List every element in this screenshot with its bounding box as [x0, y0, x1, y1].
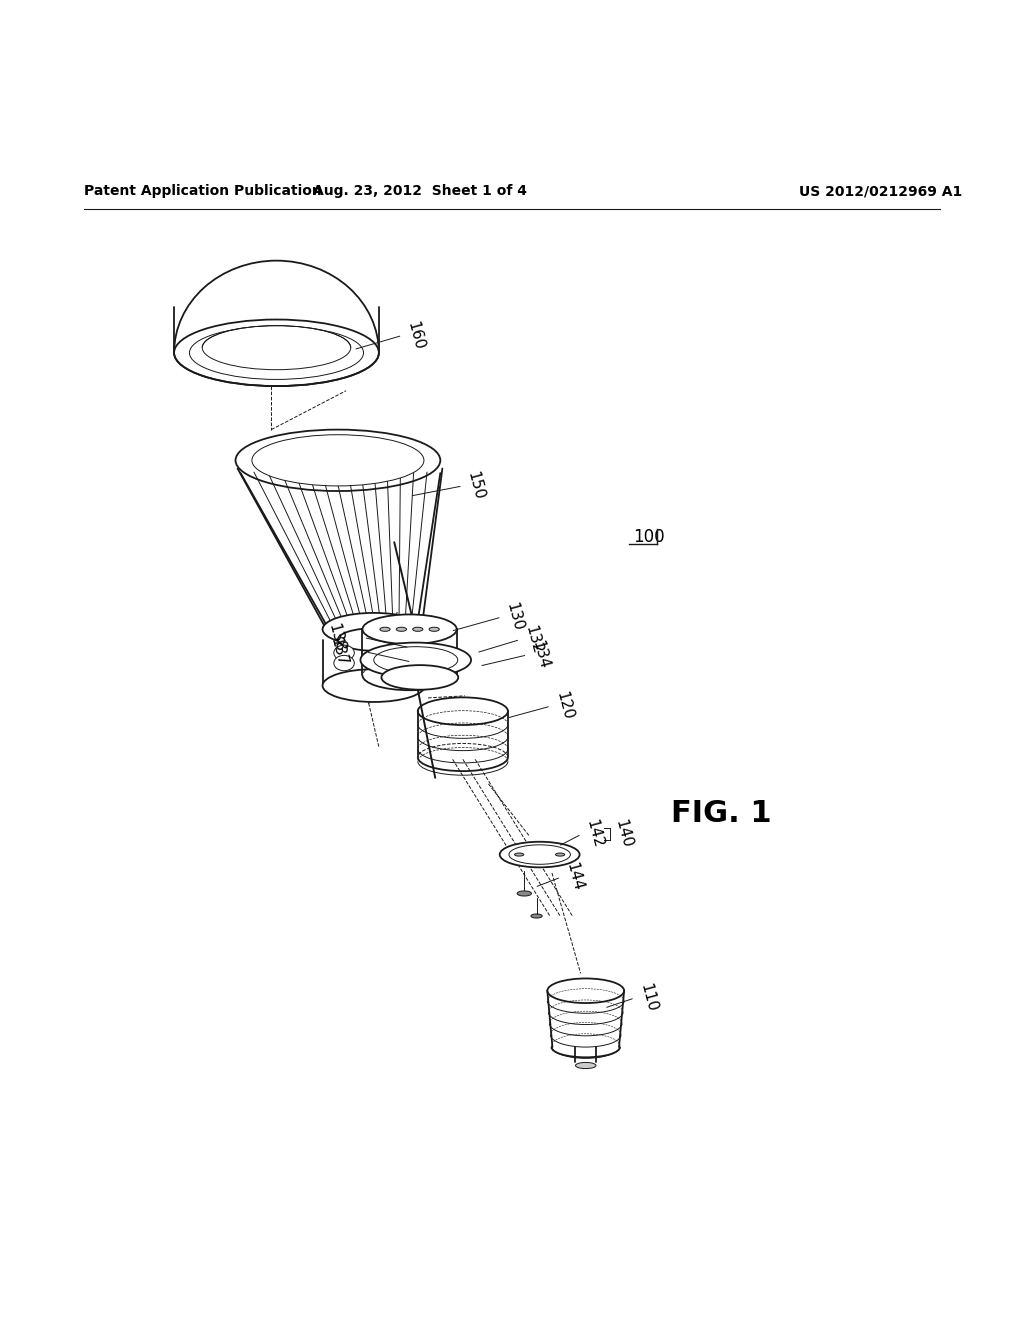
Ellipse shape — [203, 326, 350, 370]
Text: 150: 150 — [465, 470, 486, 502]
Ellipse shape — [334, 645, 354, 660]
Ellipse shape — [334, 656, 354, 671]
Text: 160: 160 — [404, 319, 426, 351]
Ellipse shape — [236, 429, 440, 491]
Ellipse shape — [418, 697, 508, 725]
Ellipse shape — [514, 853, 523, 857]
Text: 142: 142 — [584, 818, 605, 850]
Ellipse shape — [323, 669, 425, 702]
Ellipse shape — [555, 853, 565, 857]
Text: 140: 140 — [612, 818, 634, 850]
Text: 132: 132 — [522, 623, 544, 656]
Text: 100: 100 — [633, 528, 665, 546]
Ellipse shape — [500, 842, 580, 867]
Ellipse shape — [413, 627, 423, 631]
Text: 137: 137 — [328, 636, 349, 668]
Text: 110: 110 — [637, 982, 658, 1014]
Text: Aug. 23, 2012  Sheet 1 of 4: Aug. 23, 2012 Sheet 1 of 4 — [313, 183, 526, 198]
Ellipse shape — [530, 913, 543, 917]
Ellipse shape — [382, 665, 459, 689]
Ellipse shape — [174, 319, 379, 385]
Text: FIG. 1: FIG. 1 — [671, 799, 771, 828]
Text: US 2012/0212969 A1: US 2012/0212969 A1 — [799, 183, 962, 198]
Ellipse shape — [380, 627, 390, 631]
Ellipse shape — [374, 647, 458, 673]
Ellipse shape — [252, 434, 424, 486]
Ellipse shape — [429, 627, 439, 631]
Ellipse shape — [362, 614, 457, 644]
Ellipse shape — [360, 643, 471, 677]
Text: 134: 134 — [529, 639, 551, 671]
Ellipse shape — [575, 1063, 596, 1069]
Text: 120: 120 — [553, 690, 574, 722]
Text: Patent Application Publication: Patent Application Publication — [84, 183, 322, 198]
Ellipse shape — [517, 891, 531, 896]
Ellipse shape — [396, 627, 407, 631]
Ellipse shape — [338, 628, 410, 651]
Ellipse shape — [189, 326, 364, 379]
Ellipse shape — [323, 612, 425, 645]
Text: 130: 130 — [504, 601, 525, 632]
Text: 144: 144 — [563, 861, 585, 892]
Ellipse shape — [547, 978, 624, 1003]
Text: 138: 138 — [326, 622, 347, 653]
